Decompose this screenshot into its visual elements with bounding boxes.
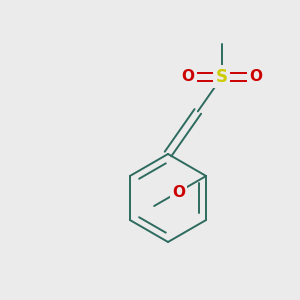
- Text: O: O: [182, 70, 194, 85]
- Text: O: O: [249, 70, 262, 85]
- Text: O: O: [172, 184, 185, 200]
- Text: S: S: [216, 68, 228, 86]
